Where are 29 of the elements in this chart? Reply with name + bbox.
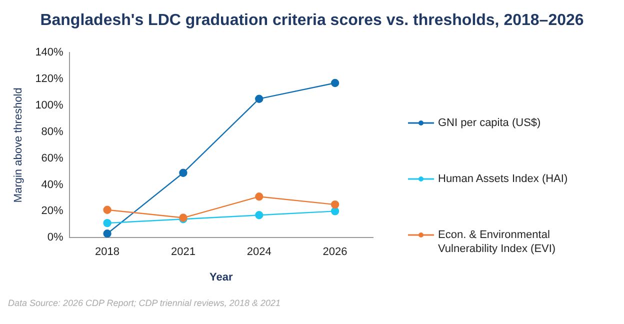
x-tick-label: 2026 [322,246,348,258]
x-tick-label: 2021 [170,246,196,258]
point [255,94,264,103]
x-tick-label: 2024 [246,246,272,258]
legend-label: Human Assets Index (HAI) [438,172,569,186]
chart-title: Bangladesh's LDC graduation criteria scores vs. thresholds, 2018–2026 [39,12,585,30]
y-tick-label: 120% [35,73,64,86]
y-tick-label: 20% [41,205,64,218]
legend-label: GNI per capita (US$) [438,116,542,130]
point [103,206,112,214]
y-tick-label: 40% [41,178,64,191]
point [103,230,112,238]
legend-label: Econ. & Environmental Vulnerability Index (EVI) [438,228,557,256]
y-tick-label: 140% [35,46,64,59]
point [103,218,112,228]
source-note: Data Source: 2026 CDP Report; CDP triennial reviews, 2018 & 2021 [8,298,280,308]
point [255,211,264,220]
point [255,192,264,201]
y-axis-title: Margin above threshold [12,88,25,203]
point [330,78,340,88]
y-tick-label: 80% [41,126,64,138]
x-axis-title: Year [210,271,234,284]
y-tick-label: 0% [47,232,64,244]
y-tick-label: 100% [35,99,64,112]
point [330,200,340,209]
x-tick-label: 2018 [95,246,120,258]
point [330,207,340,216]
y-tick-label: 60% [41,152,64,164]
point [179,168,188,177]
